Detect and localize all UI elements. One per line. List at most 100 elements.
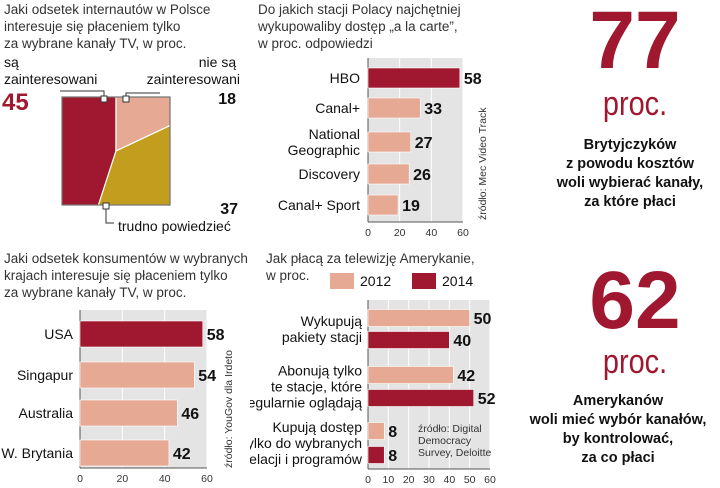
bar-value-label: 19 [402, 198, 420, 215]
category-label: Abonują tylko te stacje, które regularnie … [250, 363, 362, 411]
tick-label: 10 [382, 474, 394, 486]
bar [367, 131, 412, 153]
category-label: USA [44, 326, 73, 342]
bar3-title: Jak płacą za telewizję Amerykanie, w pro… [266, 250, 506, 284]
stat1-text-line: woli wybierać kanały, [556, 175, 704, 191]
category-label: Discovery [299, 166, 360, 182]
bar2-title-line: za wybrane kanały TV, w proc. [4, 285, 187, 300]
tick-label: 0 [77, 473, 83, 485]
bar-value-label: 27 [415, 135, 433, 152]
category-label: Singapur [17, 367, 73, 383]
source-note: źródło: YouGov dla Irdeto [223, 350, 235, 468]
category-label: HBO [330, 70, 360, 86]
pie-label-hard-to-say: trudno powiedzieć [118, 218, 231, 234]
stat1-unit: proc. [602, 85, 668, 123]
bar [79, 361, 195, 389]
stat2-text-line: Amerykanów [572, 393, 664, 409]
pie-title-line: Jaki odsetek internautów w Polsce [4, 2, 211, 17]
bar [367, 97, 421, 119]
stat2-number: 62 [589, 255, 681, 346]
bar [367, 194, 399, 216]
bar [367, 446, 385, 464]
pie-chart: są zainteresowani 45 nie są zainteresowa… [2, 55, 240, 234]
tick-label: 20 [116, 473, 128, 485]
pie-value-interested: 45 [2, 89, 29, 116]
bar3-title-line: w proc. [266, 268, 310, 283]
bar [367, 331, 450, 349]
bar-value-label: 40 [453, 333, 471, 350]
tick-label: 20 [403, 474, 415, 486]
bar-value-label: 33 [424, 101, 442, 118]
bar1-title-line: Do jakich stacji Polacy najchętniej [258, 2, 461, 17]
tick-label: 30 [423, 474, 435, 486]
bar2-chart: 0 20 40 60 58 USA 54 Singapur 46 Australia 42 W. Br… [1, 310, 235, 485]
tick-label: 40 [443, 474, 455, 486]
bar2-title: Jaki odsetek konsumentów w wybranych kra… [4, 250, 264, 301]
bar [79, 320, 204, 348]
bar [79, 439, 170, 467]
category-label: W. Brytania [1, 445, 73, 461]
stat2-text-line: za co płaci [581, 450, 655, 466]
pie-slices [61, 96, 171, 206]
bar2-title-line: krajach interesuje się płaceniem tylko [4, 268, 228, 283]
legend-swatch [330, 273, 354, 289]
bar3-title-line: Jak płacą za telewizję Amerykanie, [266, 251, 475, 266]
stat2-text-line: by kontrolować, [562, 431, 674, 447]
pie-value-not-interested: 18 [218, 91, 236, 108]
stat2-text: Amerykanów woli mieć wybór kanałów, by k… [498, 392, 720, 468]
category-label: Kupują dostęp tylko do wybranych relacji i… [250, 419, 363, 467]
bar-value-label: 42 [457, 368, 475, 385]
bar [367, 422, 385, 440]
bar-value-label: 58 [464, 71, 482, 88]
bar [79, 399, 178, 427]
bar [367, 67, 461, 89]
tick-label: 60 [201, 473, 213, 485]
category-label: Wykupują pakiety stacji [282, 313, 362, 345]
pie-marker-c [102, 202, 110, 210]
source-note: źródło: Digital Democracy Survey, Deloitte [418, 423, 491, 459]
stat1-number: 77 [589, 0, 681, 86]
category-label: Canal+ Sport [278, 197, 360, 213]
stat1-text-line: z powodu kosztów [565, 156, 695, 172]
tick-label: 40 [425, 227, 437, 238]
pie-label-interested: są zainteresowani [4, 55, 97, 87]
category-label: Canal+ [315, 100, 360, 116]
tick-label: 50 [464, 474, 476, 486]
bar-value-label: 26 [413, 167, 431, 184]
stat2-unit: proc. [602, 343, 668, 381]
stat1-text: Brytyjczyków z powodu kosztów woli wybie… [505, 136, 720, 212]
tick-label: 60 [457, 227, 469, 238]
bar1-chart: 0 20 40 60 58 HBO 33 Canal+ 27 National Geographic… [278, 58, 489, 238]
category-label: Australia [19, 405, 74, 421]
bar [367, 309, 470, 327]
pie-title-line: interesuje się płaceniem tylko [4, 19, 181, 34]
tick-label: 40 [159, 473, 171, 485]
bar-value-label: 52 [478, 391, 496, 408]
bar [367, 366, 454, 384]
stat2-text-line: woli mieć wybór kanałów, [529, 412, 707, 428]
legend-swatch [412, 273, 436, 289]
bar1-title-line: w proc. odpowiedzi [258, 36, 373, 51]
pie-title: Jaki odsetek internautów w Polsce intere… [4, 1, 254, 52]
bar-value-label: 58 [207, 327, 225, 344]
bar-value-label: 50 [474, 311, 492, 328]
tick-label: 60 [484, 474, 496, 486]
legend-label: 2012 [360, 273, 391, 289]
bar2-title-line: Jaki odsetek konsumentów w wybranych [4, 251, 248, 266]
stat1-text-line: za które płaci [584, 194, 676, 210]
bar-value-label: 46 [181, 406, 199, 423]
legend-label: 2014 [442, 273, 473, 289]
pie-value-hard-to-say: 37 [220, 201, 238, 218]
bar1-title-line: wykupowaliby dostęp „a la carte”, [258, 19, 458, 34]
category-label: National Geographic [288, 126, 360, 158]
bar [367, 163, 410, 185]
pie-label-not-interested: nie są zainteresowani [147, 55, 240, 87]
bar1-title: Do jakich stacji Polacy najchętniej wyku… [258, 1, 518, 52]
tick-label: 0 [365, 227, 371, 238]
bar-value-label: 8 [388, 424, 397, 441]
pie-marker-b [122, 95, 130, 103]
pie-marker-a [100, 95, 108, 103]
bar-value-label: 8 [388, 448, 397, 465]
bar-value-label: 54 [198, 368, 216, 385]
